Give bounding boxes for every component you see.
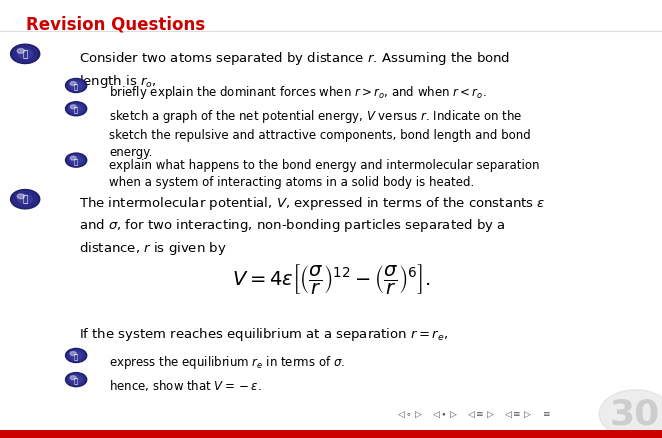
Circle shape	[599, 390, 662, 438]
Text: Revision Questions: Revision Questions	[26, 15, 206, 33]
Circle shape	[66, 102, 87, 117]
Text: express the equilibrium $r_e$ in terms of $\sigma$.: express the equilibrium $r_e$ in terms o…	[109, 353, 346, 371]
Circle shape	[70, 106, 76, 110]
Text: ③: ③	[74, 157, 78, 165]
Circle shape	[70, 82, 82, 90]
Text: The intermolecular potential, $V$, expressed in terms of the constants $\epsilon: The intermolecular potential, $V$, expre…	[79, 194, 546, 256]
Text: Consider two atoms separated by distance $r$. Assuming the bond
length is $r_o$,: Consider two atoms separated by distance…	[79, 50, 510, 90]
Text: hence, show that $V = -\epsilon$.: hence, show that $V = -\epsilon$.	[109, 378, 262, 392]
Circle shape	[70, 376, 76, 380]
Circle shape	[70, 352, 82, 360]
Text: If the system reaches equilibrium at a separation $r = r_e$,: If the system reaches equilibrium at a s…	[79, 325, 449, 342]
Text: ②: ②	[74, 106, 78, 113]
Circle shape	[70, 82, 76, 86]
Circle shape	[68, 374, 85, 385]
Text: briefly explain the dominant forces when $r > r_o$, and when $r < r_o$.: briefly explain the dominant forces when…	[109, 84, 487, 101]
Text: ①: ①	[74, 82, 78, 90]
Text: 30: 30	[609, 397, 659, 431]
Circle shape	[70, 157, 76, 161]
Circle shape	[70, 157, 82, 165]
Circle shape	[66, 373, 87, 387]
Circle shape	[18, 195, 32, 205]
Circle shape	[11, 190, 40, 209]
Circle shape	[68, 104, 85, 115]
Text: ②: ②	[23, 195, 28, 204]
Circle shape	[70, 352, 76, 356]
Circle shape	[70, 376, 82, 384]
Circle shape	[68, 155, 85, 166]
Text: ②: ②	[74, 376, 78, 384]
Circle shape	[68, 81, 85, 92]
Circle shape	[66, 79, 87, 93]
Circle shape	[17, 49, 24, 54]
Circle shape	[68, 350, 85, 361]
Text: sketch a graph of the net potential energy, $V$ versus $r$. Indicate on the
sket: sketch a graph of the net potential ener…	[109, 107, 531, 158]
Circle shape	[17, 194, 24, 199]
Circle shape	[18, 50, 32, 60]
Circle shape	[13, 46, 38, 63]
Circle shape	[11, 45, 40, 64]
Circle shape	[66, 154, 87, 168]
Circle shape	[66, 349, 87, 363]
Circle shape	[13, 191, 38, 208]
Text: $V = 4\epsilon\left[\left(\dfrac{\sigma}{r}\right)^{12} - \left(\dfrac{\sigma}{r: $V = 4\epsilon\left[\left(\dfrac{\sigma}…	[232, 261, 430, 295]
Text: $\lhd\circ\rhd$   $\lhd\bullet\rhd$   $\lhd\equiv\rhd$   $\lhd\equiv\rhd$   $\eq: $\lhd\circ\rhd$ $\lhd\bullet\rhd$ $\lhd\…	[397, 409, 551, 419]
Circle shape	[70, 106, 82, 113]
Text: ①: ①	[74, 352, 78, 360]
FancyBboxPatch shape	[0, 431, 662, 438]
Text: explain what happens to the bond energy and intermolecular separation
when a sys: explain what happens to the bond energy …	[109, 159, 540, 188]
Text: ①: ①	[23, 50, 28, 59]
